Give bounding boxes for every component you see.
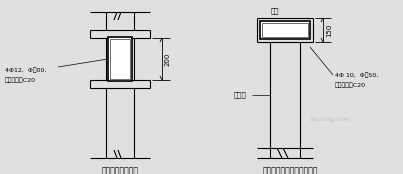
- Bar: [262, 23, 308, 37]
- Text: 150: 150: [326, 23, 332, 37]
- Bar: [260, 21, 310, 39]
- Text: 4Φ 10,  Φ殂50,: 4Φ 10, Φ殂50,: [335, 72, 378, 78]
- Text: 混凝土等级C20: 混凝土等级C20: [335, 82, 366, 88]
- Text: 贿台: 贿台: [271, 7, 279, 14]
- Text: 混凝土等级C20: 混凝土等级C20: [5, 77, 36, 83]
- Bar: [108, 37, 132, 81]
- Bar: [110, 39, 130, 79]
- Text: 后础外墙窗台下础设带大样: 后础外墙窗台下础设带大样: [262, 166, 318, 174]
- Text: 后础牆: 后础牆: [234, 92, 246, 98]
- Text: zhulong.com: zhulong.com: [310, 117, 350, 122]
- Text: 后浇带剪浇带大样: 后浇带剪浇带大样: [102, 166, 139, 174]
- Text: 4Φ12,  Φ悂00,: 4Φ12, Φ悂00,: [5, 67, 46, 73]
- Text: 200: 200: [165, 52, 171, 66]
